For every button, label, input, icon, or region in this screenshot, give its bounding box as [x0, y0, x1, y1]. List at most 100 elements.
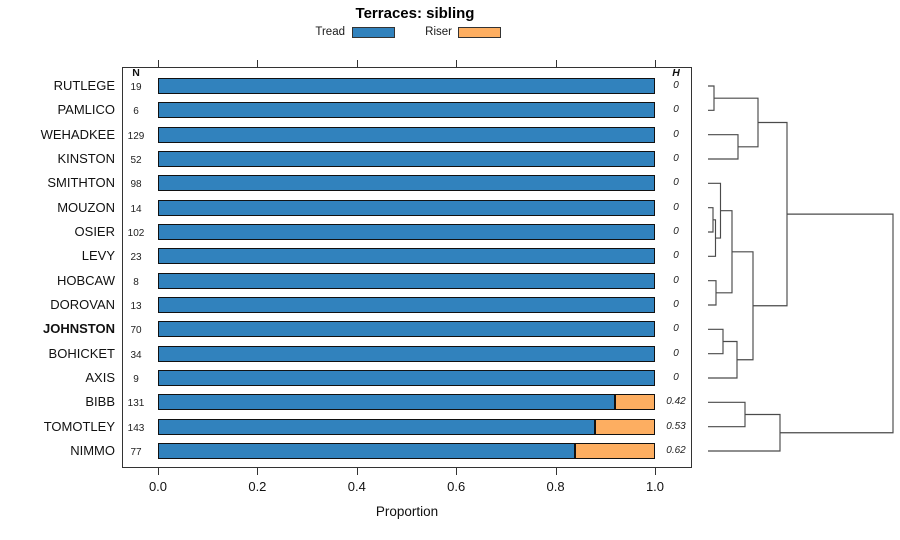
category-label: PAMLICO — [57, 102, 115, 118]
category-label: LEVY — [81, 248, 115, 264]
bar-row — [158, 150, 655, 167]
bar-segment-tread — [158, 418, 596, 435]
bar-row — [158, 369, 655, 386]
x-tick — [555, 468, 557, 475]
x-tick-label: 0.4 — [347, 479, 366, 494]
n-value: 70 — [130, 325, 142, 337]
bar-row — [158, 418, 655, 435]
n-value: 34 — [130, 349, 142, 361]
n-column-header: N — [132, 67, 140, 79]
h-value: 0 — [673, 274, 679, 286]
bar-segment-tread — [158, 296, 655, 313]
x-tick — [158, 468, 159, 475]
legend-swatch-tread — [352, 27, 395, 38]
bar-row — [158, 272, 655, 289]
category-label: MOUZON — [57, 199, 115, 215]
legend-swatch-riser — [458, 27, 501, 38]
category-label: JOHNSTON — [43, 321, 115, 337]
n-value: 23 — [130, 252, 142, 264]
bar-segment-tread — [158, 199, 655, 216]
bar-row — [158, 175, 655, 192]
top-tick — [356, 60, 358, 67]
bar-row — [158, 126, 655, 143]
n-value: 19 — [130, 82, 142, 93]
category-label: BIBB — [85, 394, 115, 410]
x-tick — [356, 468, 358, 475]
top-tick — [257, 60, 259, 67]
n-value: 129 — [127, 130, 145, 142]
category-label: KINSTON — [57, 150, 115, 166]
bar-segment-riser — [575, 442, 655, 459]
bar-segment-tread — [158, 126, 655, 143]
bar-segment-tread — [158, 175, 655, 192]
n-value: 9 — [133, 373, 139, 385]
bar-row — [158, 102, 655, 119]
n-value: 102 — [127, 227, 145, 239]
top-tick — [555, 60, 557, 67]
bar-segment-tread — [158, 394, 616, 411]
bar-row — [158, 78, 655, 94]
bar-row — [158, 248, 655, 265]
h-value: 0 — [673, 323, 679, 335]
h-value: 0 — [673, 371, 679, 383]
n-value: 52 — [130, 154, 142, 166]
category-label: DOROVAN — [50, 296, 115, 312]
n-value: 13 — [130, 300, 142, 312]
category-label: TOMOTLEY — [43, 418, 115, 434]
bar-segment-tread — [158, 248, 655, 265]
h-value: 0 — [673, 80, 679, 91]
h-value: 0.62 — [666, 444, 686, 456]
h-value: 0 — [673, 201, 679, 213]
h-value: 0 — [673, 152, 679, 164]
bar-segment-riser — [615, 394, 655, 411]
category-label: RUTLEGE — [53, 78, 115, 93]
bar-row — [158, 223, 655, 240]
legend-label-riser: Riser — [425, 26, 452, 38]
h-value: 0 — [673, 128, 679, 140]
bar-row — [158, 296, 655, 313]
h-value: 0.42 — [666, 396, 686, 408]
category-label: NIMMO — [70, 442, 115, 458]
h-value: 0 — [673, 177, 679, 189]
h-value: 0 — [673, 225, 679, 237]
bar-row — [158, 442, 655, 459]
h-value: 0.53 — [666, 420, 686, 432]
x-tick — [456, 468, 458, 475]
bar-row — [158, 394, 655, 411]
top-tick — [655, 60, 656, 67]
h-value: 0 — [673, 104, 679, 116]
top-tick — [158, 60, 159, 67]
n-value: 77 — [130, 446, 142, 458]
bar-segment-tread — [158, 272, 655, 289]
category-label: HOBCAW — [56, 272, 115, 288]
h-value: 0 — [673, 347, 679, 359]
category-label: BOHICKET — [48, 345, 115, 361]
n-value: 131 — [127, 398, 145, 410]
bar-segment-riser — [595, 418, 655, 435]
category-label: WEHADKEE — [40, 126, 115, 142]
chart-title: Terraces: sibling — [355, 5, 475, 22]
x-tick-label: 1.0 — [645, 479, 665, 494]
bar-segment-tread — [158, 102, 655, 119]
n-value: 14 — [130, 203, 142, 215]
bar-segment-tread — [158, 442, 576, 459]
bar-segment-tread — [158, 150, 655, 167]
x-tick-label: 0.6 — [447, 479, 466, 494]
x-axis-label: Proportion — [375, 504, 439, 519]
bar-row — [158, 321, 655, 338]
n-value: 6 — [133, 106, 139, 118]
bar-segment-tread — [158, 223, 655, 240]
x-tick-label: 0.2 — [248, 479, 267, 494]
h-value: 0 — [673, 250, 679, 262]
x-tick — [257, 468, 259, 475]
bar-segment-tread — [158, 345, 655, 362]
h-column-header: H — [672, 67, 680, 79]
category-label: OSIER — [74, 223, 115, 239]
top-tick — [456, 60, 458, 67]
category-label: AXIS — [85, 369, 115, 385]
bar-segment-tread — [158, 78, 655, 94]
h-value: 0 — [673, 298, 679, 310]
category-label: SMITHTON — [47, 175, 115, 191]
